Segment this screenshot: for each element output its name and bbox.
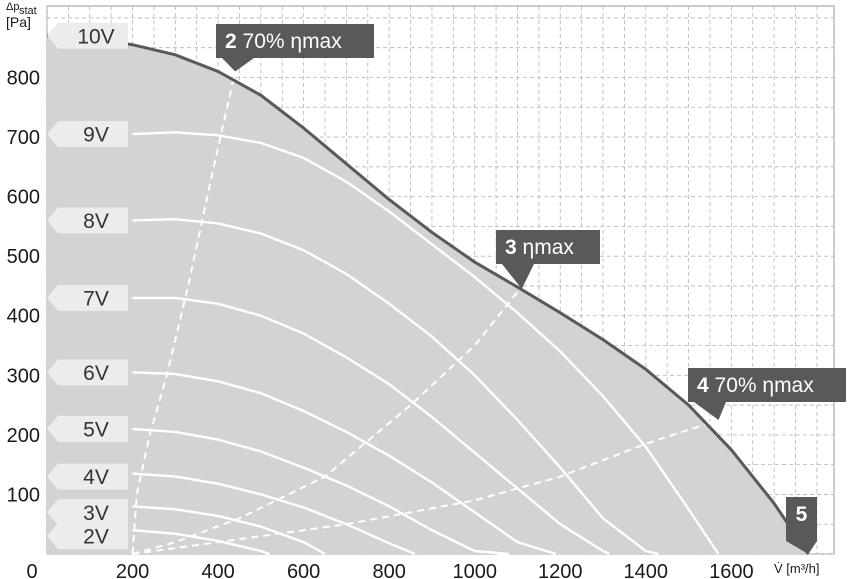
efficiency-line-1 — [131, 71, 237, 555]
x-tick-label: 0 — [26, 561, 37, 579]
annotation-number: 2 — [225, 30, 237, 53]
voltage-label: 3V — [83, 502, 109, 525]
y-tick-label: 200 — [7, 425, 40, 447]
voltage-label: 7V — [83, 287, 109, 310]
voltage-label: 10V — [77, 25, 114, 48]
annotation-3: 3 ηmax — [496, 230, 600, 289]
operating-area-fill — [47, 35, 809, 555]
y-tick-label: 400 — [7, 306, 40, 328]
y-tick-label: 700 — [7, 127, 40, 149]
annotation-4: 4 70% ηmax — [688, 368, 846, 420]
curve-8V — [132, 218, 659, 556]
annotations: 2 70% ηmax 3 ηmax 4 70% ηmax 5 — [216, 24, 846, 554]
voltage-label: 6V — [83, 362, 109, 385]
efficiency-line-2 — [132, 291, 519, 555]
annotation-number: 5 — [796, 503, 808, 526]
efficiency-lines — [131, 71, 719, 555]
curve-10V — [46, 34, 810, 555]
x-tick-label: 600 — [287, 561, 320, 579]
annotation-label: 70% ηmax — [237, 30, 343, 53]
annotation-text: 4 70% ηmax — [697, 374, 814, 397]
y-axis-title-subscript: stat — [19, 5, 37, 17]
annotation-box — [216, 24, 374, 72]
y-tick-label: 100 — [7, 484, 40, 506]
annotation-box — [688, 368, 846, 420]
voltage-label-tag — [47, 121, 128, 148]
y-axis-title-unit: [Pa] — [6, 14, 31, 30]
annotation-5: 5 — [786, 497, 817, 554]
voltage-label-tag — [47, 359, 128, 386]
x-tick-label: 200 — [116, 561, 149, 579]
annotation-label: 70% ηmax — [709, 374, 815, 397]
x-tick-label: 1600 — [709, 561, 754, 579]
x-axis-title: V̇ [m³/h] — [774, 561, 820, 576]
y-tick-label: 500 — [7, 246, 40, 268]
x-tick-label: 1000 — [452, 561, 497, 579]
annotation-text: 2 70% ηmax — [225, 30, 342, 53]
annotation-text: 5 — [796, 503, 808, 526]
curve-9V — [132, 131, 720, 555]
voltage-label-tag — [47, 284, 128, 311]
annotation-box — [786, 497, 817, 554]
x-tick-label: 400 — [201, 561, 234, 579]
x-tick-label: 800 — [372, 561, 405, 579]
voltage-label: 2V — [83, 526, 109, 549]
voltage-label-tag — [47, 207, 128, 234]
curve-7V — [132, 296, 610, 556]
voltage-label: 9V — [83, 124, 109, 147]
curve-3V — [132, 505, 326, 556]
tick-labels: 0 200 400 600 800 1000 1200 1400 1600 100 200 300 40… — [7, 67, 754, 579]
x-tick-label: 1200 — [538, 561, 583, 579]
y-tick-label: 800 — [7, 67, 40, 89]
voltage-label-tag — [47, 415, 128, 442]
voltage-label-tag — [47, 499, 128, 526]
annotation-2: 2 70% ηmax — [216, 24, 374, 72]
operating-area — [47, 35, 809, 555]
voltage-label: 4V — [83, 466, 109, 489]
voltage-label-tag — [47, 523, 128, 550]
voltage-label-tag — [47, 463, 128, 490]
curve-6V — [132, 371, 557, 556]
y-tick-label: 600 — [7, 187, 40, 209]
axis-titles: Δp stat [Pa] V̇ [m³/h] — [6, 1, 820, 576]
x-tick-label: 1400 — [624, 561, 669, 579]
envelope — [46, 34, 810, 555]
annotation-label: ηmax — [517, 236, 575, 259]
y-axis-title-symbol: Δp — [6, 1, 19, 13]
annotation-box — [496, 230, 600, 289]
annotation-number: 4 — [697, 374, 709, 397]
voltage-label: 5V — [83, 418, 109, 441]
voltage-label-tag — [47, 22, 128, 49]
curve-4V — [132, 472, 416, 556]
annotation-number: 3 — [505, 236, 517, 259]
efficiency-line-3 — [132, 419, 719, 555]
voltage-label: 8V — [83, 210, 109, 233]
y-tick-label: 300 — [7, 365, 40, 387]
annotation-text: 3 ηmax — [505, 236, 574, 259]
curve-2V — [132, 529, 270, 556]
